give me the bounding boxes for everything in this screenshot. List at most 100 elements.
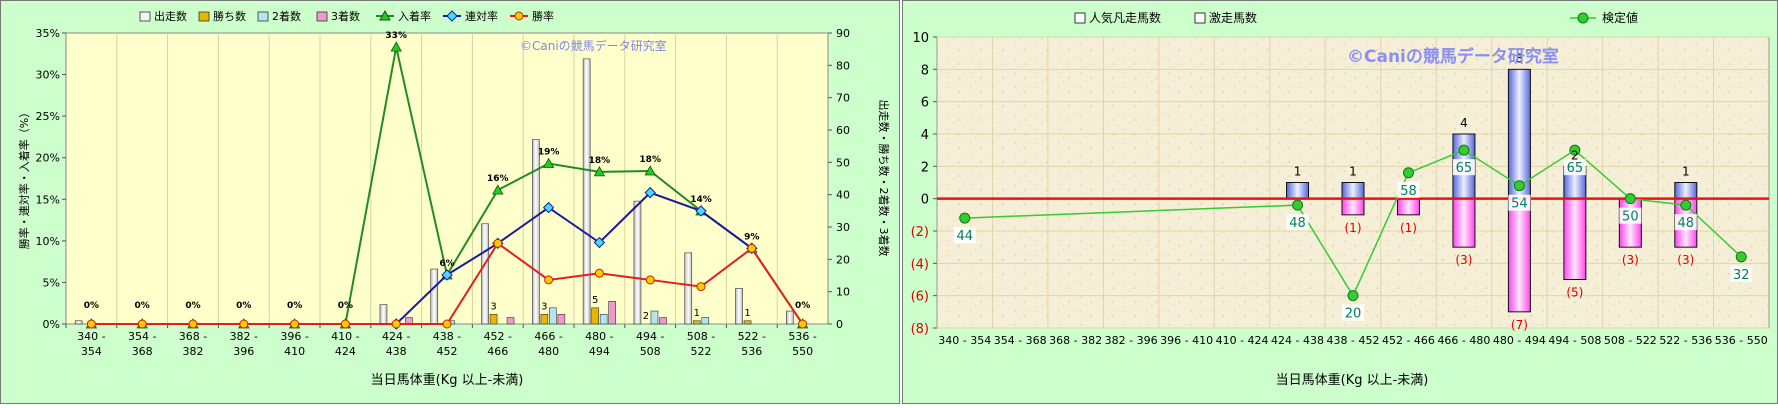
right-legend: 人気凡走馬数 激走馬数 検定値 — [1074, 10, 1638, 25]
left-legend-label-4: 入着率 — [398, 9, 431, 23]
left-xtick-label-top-1: 354 - — [128, 330, 156, 343]
left-xtick-label-top-3: 382 - — [230, 330, 258, 343]
left-watermark: ©Caniの競馬データ研究室 — [520, 38, 667, 53]
test-value-label-11: 65 — [1567, 161, 1584, 176]
rate-label-6: 33% — [385, 31, 407, 41]
left-xtick-label-bottom-8: 466 — [487, 345, 508, 358]
negative-count-label-9: (3) — [1455, 253, 1472, 267]
left-xtick-label-bottom-2: 382 — [183, 345, 204, 358]
right-gridlines — [937, 36, 1769, 329]
right-ytick-label-1: 10 — [836, 286, 850, 299]
win-count-label-12: 1 — [694, 308, 700, 319]
left-xtick-label-top-7: 438 - — [433, 330, 461, 343]
left-data-labels: 0% 0% 0% 0% 0% 0% 33% 6% 16% 19% 18% 18% 14% 9% 0% 3 3 5 2… — [84, 31, 810, 322]
right-xtick-label-5: 410 - 424 — [1216, 334, 1269, 347]
test-value-label-bg-7 — [1342, 304, 1364, 321]
rate-label-1: 0% — [135, 301, 150, 311]
win-count-label-11: 2 — [643, 311, 649, 322]
right-xtick-label-1: 354 - 368 — [994, 334, 1047, 347]
right-ytick-label-2: 20 — [836, 253, 850, 266]
right-x-axis-title: 当日馬体重(Kg 以上-未満) — [1276, 372, 1429, 388]
bar--7 — [1341, 182, 1365, 200]
test-value-label-9: 65 — [1456, 161, 1473, 176]
bar--8 — [489, 313, 498, 325]
left-lines — [85, 41, 809, 330]
right-ytick-label-1: (6) — [911, 290, 929, 305]
test-value-label-12: 50 — [1622, 210, 1639, 225]
positive-count-label-13: 1 — [1682, 165, 1690, 179]
positive-count-label-10: 8 — [1516, 51, 1524, 65]
rate-label-8: 16% — [487, 174, 509, 184]
rate-label-5: 0% — [338, 301, 353, 311]
left-xtick-label-top-5: 410 - — [331, 330, 359, 343]
bar--6 — [379, 304, 388, 325]
win-count-label-8: 3 — [490, 301, 496, 312]
test-value-label-8: 58 — [1400, 184, 1417, 199]
test-value-label-bg-11 — [1563, 159, 1586, 176]
left-gridlines — [116, 33, 778, 324]
right-xtick-label-2: 368 - 382 — [1049, 334, 1102, 347]
left-y-axis-title: 勝率・連対率・入着率（%） — [17, 107, 31, 249]
left-legend-label-0: 出走数 — [154, 9, 187, 23]
right-y-axis-title: 出走数・勝ち数・2着数・3着数 — [877, 100, 891, 257]
bar--11 — [633, 200, 642, 325]
bar--9 — [532, 139, 540, 325]
bar--10 — [591, 307, 599, 325]
right-xtick-label-10: 480 - 494 — [1493, 334, 1546, 347]
point-series-2-9 — [544, 275, 554, 285]
right-ytick-label-0: (8) — [911, 322, 929, 337]
rate-label-12: 14% — [690, 195, 712, 205]
test-value-point-0 — [959, 212, 971, 224]
right-ytick-label-6: 4 — [921, 128, 929, 143]
line-series-1-seg-0 — [395, 191, 753, 325]
left-xtick-label-top-10: 480 - — [585, 330, 613, 343]
bar-2-9 — [549, 307, 557, 325]
point-series-2-14 — [798, 319, 808, 329]
left-ytick-label-2: 10% — [36, 235, 60, 248]
right-legend-swatch-1 — [1194, 12, 1206, 24]
positive-count-label-11: 2 — [1571, 148, 1579, 162]
right-ytick-label-2: (4) — [911, 257, 929, 272]
right-xtick-label-13: 522 - 536 — [1659, 334, 1712, 347]
left-xtick-label-bottom-5: 424 — [335, 345, 356, 358]
right-xtick-label-4: 396 - 410 — [1160, 334, 1213, 347]
negative-count-label-7: (1) — [1345, 221, 1362, 235]
test-value-label-bg-14 — [1730, 265, 1753, 282]
left-xtick-label-top-13: 522 - — [738, 330, 766, 343]
bar--6 — [1286, 182, 1310, 200]
right-ytick-label-3: (2) — [911, 225, 929, 240]
left-xtick-label-top-6: 424 - — [382, 330, 410, 343]
right-xtick-label-14: 536 - 550 — [1715, 334, 1768, 347]
left-xtick-label-bottom-4: 410 — [284, 345, 305, 358]
left-xtick-label-bottom-0: 354 — [81, 345, 102, 358]
point-series-1-7 — [441, 269, 453, 281]
right-ytick-label-6: 60 — [836, 124, 850, 137]
left-legend-swatch-2 — [257, 11, 269, 22]
point-series-2-1 — [137, 319, 147, 329]
left-y-axis-ticks: 0% 5% 10% 15% 20% 25% 30% 35% — [36, 27, 66, 331]
rate-label-9: 19% — [538, 148, 560, 158]
test-value-point-7 — [1347, 290, 1359, 302]
point-series-2-7 — [442, 319, 452, 329]
left-bars — [74, 58, 794, 325]
negative-count-label-11: (5) — [1566, 286, 1583, 300]
left-x-axis-title: 当日馬体重(Kg 以上-未満) — [371, 372, 524, 388]
test-value-label-10: 54 — [1511, 197, 1528, 212]
test-value-point-9 — [1458, 144, 1470, 156]
bar-3-11 — [659, 317, 667, 325]
right-ytick-label-5: 50 — [836, 156, 850, 169]
point-series-0-11 — [644, 165, 656, 176]
point-series-0-10 — [593, 166, 606, 177]
test-value-point-13 — [1680, 199, 1692, 211]
left-ytick-label-0: 0% — [43, 318, 60, 331]
left-legend-swatch-1 — [198, 11, 210, 22]
left-legend-marker-5 — [446, 10, 458, 22]
left-ytick-label-1: 5% — [43, 276, 60, 289]
right-xtick-label-3: 382 - 396 — [1105, 334, 1158, 347]
left-xtick-label-bottom-12: 522 — [691, 345, 712, 358]
right-ytick-label-0: 0 — [836, 318, 843, 331]
right-legend-marker-2 — [1577, 12, 1589, 24]
test-value-point-6 — [1292, 199, 1304, 211]
point-series-1-9 — [542, 201, 555, 214]
